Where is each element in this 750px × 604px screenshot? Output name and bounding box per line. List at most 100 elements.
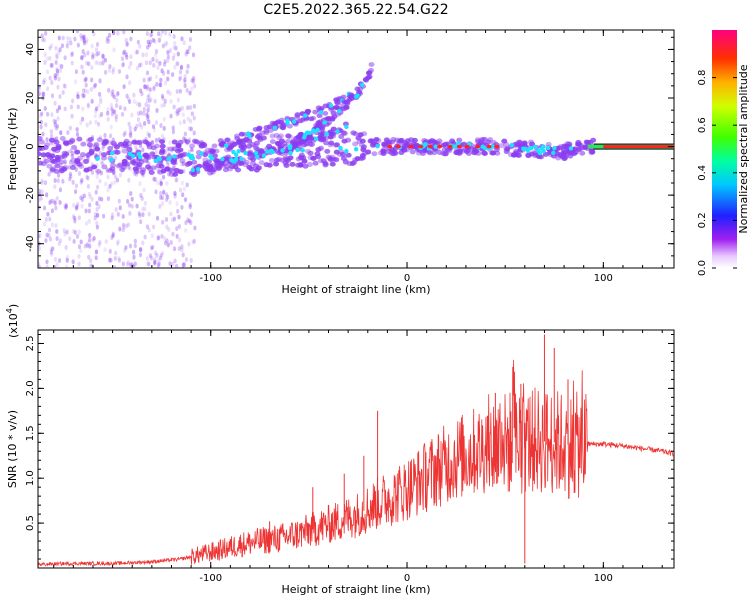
secondary-track-point: [233, 133, 240, 139]
noise-point: [95, 207, 99, 212]
noise-point: [50, 222, 55, 228]
track-point: [269, 139, 276, 145]
noise-point: [110, 215, 114, 221]
spectrogram-ytick-label: 20: [25, 92, 36, 105]
secondary-track-point: [305, 108, 312, 114]
track-point: [285, 133, 292, 139]
track-point: [289, 161, 296, 167]
noise-point: [107, 67, 112, 73]
noise-point: [101, 60, 105, 66]
secondary-track-point: [247, 149, 254, 155]
track-core-point: [287, 145, 293, 151]
noise-point: [81, 93, 85, 98]
noise-point: [53, 75, 58, 81]
noise-point: [82, 40, 87, 46]
track-point: [284, 157, 291, 163]
track-point: [545, 141, 552, 147]
noise-point: [120, 56, 125, 62]
noise-point: [138, 122, 142, 127]
noise-point: [169, 98, 173, 104]
noise-point: [106, 168, 110, 174]
noise-point: [93, 215, 97, 221]
track-core-point: [199, 151, 204, 156]
colorbar-tick-label: 0.6: [697, 117, 708, 133]
noise-point: [133, 261, 137, 267]
track-point: [175, 143, 182, 149]
noise-point: [97, 196, 102, 202]
noise-point: [98, 135, 103, 140]
noise-point: [181, 262, 185, 268]
noise-point: [115, 177, 120, 183]
secondary-track-point: [312, 109, 319, 115]
noise-point: [42, 205, 47, 211]
track-point: [51, 146, 58, 152]
secondary-track-point: [208, 147, 215, 153]
noise-point: [63, 231, 67, 237]
noise-point: [88, 263, 93, 268]
secondary-track-point: [310, 115, 317, 121]
noise-point: [61, 90, 65, 95]
noise-point: [111, 231, 115, 237]
noise-point: [49, 129, 53, 134]
noise-point: [114, 103, 119, 108]
noise-point: [75, 30, 80, 34]
track-point: [86, 142, 93, 148]
noise-point: [142, 84, 147, 89]
track-point: [362, 150, 369, 156]
noise-point: [82, 193, 86, 199]
track-point: [71, 144, 78, 150]
noise-point: [155, 58, 159, 64]
noise-point: [184, 257, 189, 262]
noise-point: [128, 262, 133, 268]
noise-point: [147, 42, 152, 48]
noise-point: [148, 39, 153, 45]
noise-point: [104, 239, 108, 244]
noise-point: [186, 217, 190, 223]
noise-point: [155, 215, 160, 221]
colorbar-tick-label: 0.0: [697, 260, 708, 276]
noise-point: [82, 38, 86, 44]
secondary-track-point: [334, 101, 341, 106]
noise-point: [130, 196, 134, 202]
noise-point: [121, 261, 125, 267]
track-core-point: [353, 147, 359, 152]
secondary-track-core: [318, 110, 324, 115]
noise-point: [152, 84, 156, 90]
track-point: [157, 169, 164, 175]
noise-point: [84, 39, 88, 45]
noise-point: [106, 187, 110, 193]
track-point: [126, 147, 133, 153]
secondary-track-core: [315, 127, 320, 133]
noise-point: [170, 261, 174, 267]
noise-point: [146, 131, 150, 137]
track-core-point: [137, 154, 143, 160]
noise-point: [116, 90, 120, 96]
track-point: [351, 159, 358, 165]
noise-point: [183, 83, 187, 89]
noise-point: [157, 37, 161, 43]
track-point: [340, 155, 347, 161]
track-point: [398, 150, 405, 156]
noise-point: [186, 116, 190, 122]
noise-point: [55, 66, 59, 72]
snr-xtick-label: 100: [594, 573, 613, 584]
track-core-point: [300, 148, 305, 153]
noise-point: [178, 88, 183, 94]
noise-point: [88, 202, 92, 208]
noise-point: [150, 245, 154, 251]
noise-point: [69, 173, 73, 179]
track-core-point: [338, 145, 343, 151]
track-point: [295, 162, 302, 168]
noise-point: [160, 201, 165, 207]
noise-point: [95, 224, 99, 230]
noise-point: [64, 245, 68, 250]
noise-point: [77, 261, 81, 267]
track-point: [373, 136, 380, 142]
snr-ytick-label: 2.0: [25, 380, 36, 396]
track-point: [171, 146, 178, 152]
noise-point: [184, 220, 188, 226]
noise-point: [92, 53, 96, 59]
track-core-point: [280, 148, 285, 153]
track-point: [110, 140, 117, 146]
noise-point: [172, 246, 177, 252]
